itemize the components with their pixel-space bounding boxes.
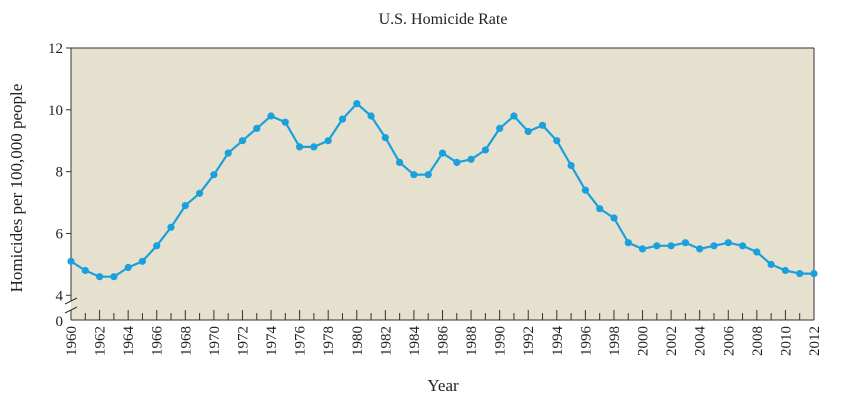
x-tick-label: 1990 xyxy=(493,326,509,356)
data-point xyxy=(381,134,389,142)
data-point xyxy=(153,242,161,250)
data-point xyxy=(296,143,304,151)
x-tick-label: 1986 xyxy=(436,326,452,357)
x-tick-label: 1982 xyxy=(378,326,394,356)
data-point xyxy=(581,186,590,194)
data-points xyxy=(67,100,818,281)
y-tick-label: 8 xyxy=(56,165,64,181)
data-point xyxy=(138,257,146,265)
data-point xyxy=(567,161,575,170)
chart-title: U.S. Homicide Rate xyxy=(379,11,508,28)
axis-break-mark xyxy=(64,297,78,305)
data-point xyxy=(724,239,732,247)
x-tick-label: 1994 xyxy=(550,326,566,357)
data-point xyxy=(453,158,461,166)
data-point xyxy=(696,245,704,253)
data-point xyxy=(367,112,375,120)
x-tick-label: 1980 xyxy=(350,326,366,356)
data-point xyxy=(81,266,89,275)
data-point xyxy=(67,257,75,265)
data-point xyxy=(667,242,675,250)
data-point xyxy=(596,205,604,213)
data-point xyxy=(410,171,418,179)
x-tick-label: 2004 xyxy=(693,326,709,357)
data-point xyxy=(124,263,132,272)
plot-area xyxy=(71,48,814,320)
data-point xyxy=(424,171,432,179)
data-point xyxy=(710,242,718,250)
data-point xyxy=(753,248,761,256)
data-point xyxy=(253,124,261,132)
data-point xyxy=(510,112,518,120)
data-point xyxy=(767,260,775,268)
x-tick-label: 2012 xyxy=(807,326,823,356)
data-point xyxy=(238,137,247,145)
data-point xyxy=(538,121,547,129)
data-point xyxy=(110,273,118,281)
y-axis: 4 6 8 10 12 0 xyxy=(48,41,815,330)
data-point xyxy=(438,149,447,157)
x-tick-label: 1972 xyxy=(235,326,251,356)
x-tick-label: 2008 xyxy=(750,326,766,356)
data-point xyxy=(167,223,175,231)
data-point xyxy=(396,158,404,166)
data-point xyxy=(96,273,104,281)
data-point xyxy=(181,202,189,210)
x-tick-label: 2002 xyxy=(664,326,680,356)
data-point xyxy=(196,189,204,197)
x-tick-label: 2000 xyxy=(636,326,652,356)
data-point xyxy=(281,118,289,126)
x-tick-label: 1968 xyxy=(178,326,194,356)
x-tick-label: 1992 xyxy=(521,326,537,356)
data-point xyxy=(553,137,561,145)
data-point xyxy=(353,100,361,108)
x-axis: 1960 1962 1964 1966 1968 1970 1972 1974 1976 1978… xyxy=(64,310,823,356)
data-point xyxy=(638,245,647,253)
y-axis-label: Homicides per 100,000 people xyxy=(7,84,26,293)
x-tick-label: 1978 xyxy=(321,326,337,356)
data-point xyxy=(610,214,618,222)
data-point xyxy=(624,239,632,247)
x-tick-label: 1960 xyxy=(64,326,80,356)
y-tick-label-zero: 0 xyxy=(56,314,64,330)
x-tick-label: 1962 xyxy=(93,326,109,356)
data-point xyxy=(338,115,347,123)
x-tick-label: 1998 xyxy=(607,326,623,356)
y-tick-label: 10 xyxy=(48,103,63,119)
data-point xyxy=(681,239,690,247)
x-tick-label: 1964 xyxy=(121,326,137,357)
data-point xyxy=(739,242,747,250)
x-tick-label: 1996 xyxy=(578,326,594,357)
y-tick-label: 4 xyxy=(56,288,64,304)
y-tick-label: 6 xyxy=(56,226,64,242)
y-tick-label: 12 xyxy=(48,41,63,57)
data-point xyxy=(481,146,489,154)
x-tick-label: 1966 xyxy=(150,326,166,357)
x-tick-label: 1976 xyxy=(293,326,309,357)
x-tick-label: 1984 xyxy=(407,326,423,357)
data-point xyxy=(796,270,804,278)
data-point xyxy=(653,242,661,250)
data-point xyxy=(467,155,475,163)
data-point xyxy=(496,124,504,132)
data-point xyxy=(310,143,318,151)
x-tick-label: 2010 xyxy=(778,326,794,356)
data-point xyxy=(224,149,232,157)
x-tick-label: 2006 xyxy=(721,326,737,357)
data-point xyxy=(267,112,275,120)
x-axis-label: Year xyxy=(427,376,459,395)
data-point xyxy=(524,127,532,136)
x-tick-label: 1970 xyxy=(207,326,223,356)
x-tick-label: 1988 xyxy=(464,326,480,356)
data-point xyxy=(781,266,790,275)
data-point xyxy=(324,137,332,145)
data-point xyxy=(810,270,818,278)
x-tick-label: 1974 xyxy=(264,326,280,357)
data-point xyxy=(210,171,218,179)
